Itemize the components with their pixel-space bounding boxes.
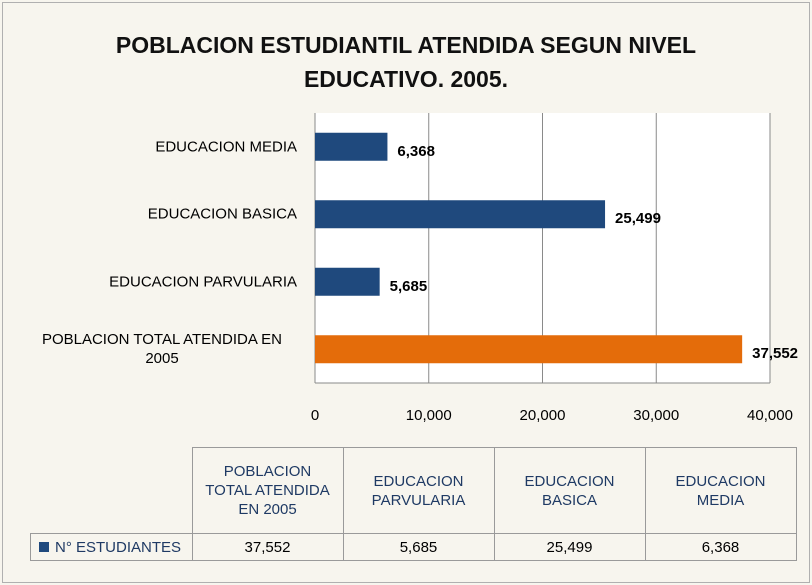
table-header: EDUCACION PARVULARIA bbox=[342, 447, 495, 534]
table-row: N° ESTUDIANTES 37,552 5,685 25,499 6,368 bbox=[30, 533, 797, 561]
x-tick-label: 20,000 bbox=[519, 407, 566, 424]
table-value: 6,368 bbox=[644, 533, 797, 561]
x-tick-label: 10,000 bbox=[405, 407, 452, 424]
table-value: 37,552 bbox=[191, 533, 344, 561]
y-tick-label: EDUCACION PARVULARIA bbox=[109, 273, 297, 291]
y-tick-label: EDUCACION MEDIA bbox=[155, 138, 297, 156]
legend-label: N° ESTUDIANTES bbox=[55, 538, 182, 556]
y-tick-label: POBLACION TOTAL ATENDIDA EN 2005 bbox=[41, 331, 283, 368]
data-label: 37,552 bbox=[752, 345, 799, 363]
legend-marker bbox=[39, 541, 49, 552]
table-value: 5,685 bbox=[342, 533, 495, 561]
y-tick-label: EDUCACION BASICA bbox=[147, 205, 297, 223]
table-header-row: POBLACION TOTAL ATENDIDA EN 2005 EDUCACI… bbox=[31, 447, 797, 534]
x-tick-label: 0 bbox=[310, 407, 320, 424]
bar bbox=[315, 335, 743, 364]
x-tick-label: 40,000 bbox=[747, 407, 793, 424]
data-label: 6,368 bbox=[397, 142, 435, 160]
chart-title: POBLACION ESTUDIANTIL ATENDIDA SEGUN NIV… bbox=[115, 32, 697, 92]
x-tick-label: 30,000 bbox=[633, 407, 680, 424]
data-label: 25,499 bbox=[615, 210, 661, 228]
legend-cell: N° ESTUDIANTES bbox=[30, 533, 193, 561]
table-header: POBLACION TOTAL ATENDIDA EN 2005 bbox=[191, 447, 344, 534]
table-header: EDUCACION MEDIA bbox=[644, 447, 797, 534]
bar bbox=[315, 132, 388, 161]
bar bbox=[315, 200, 606, 229]
bar bbox=[315, 267, 380, 296]
data-table: POBLACION TOTAL ATENDIDA EN 2005 EDUCACI… bbox=[30, 447, 797, 561]
data-label: 5,685 bbox=[389, 277, 428, 295]
blank-cell bbox=[31, 448, 193, 534]
table-value: 25,499 bbox=[493, 533, 646, 561]
table-header: EDUCACION BASICA bbox=[493, 447, 646, 534]
